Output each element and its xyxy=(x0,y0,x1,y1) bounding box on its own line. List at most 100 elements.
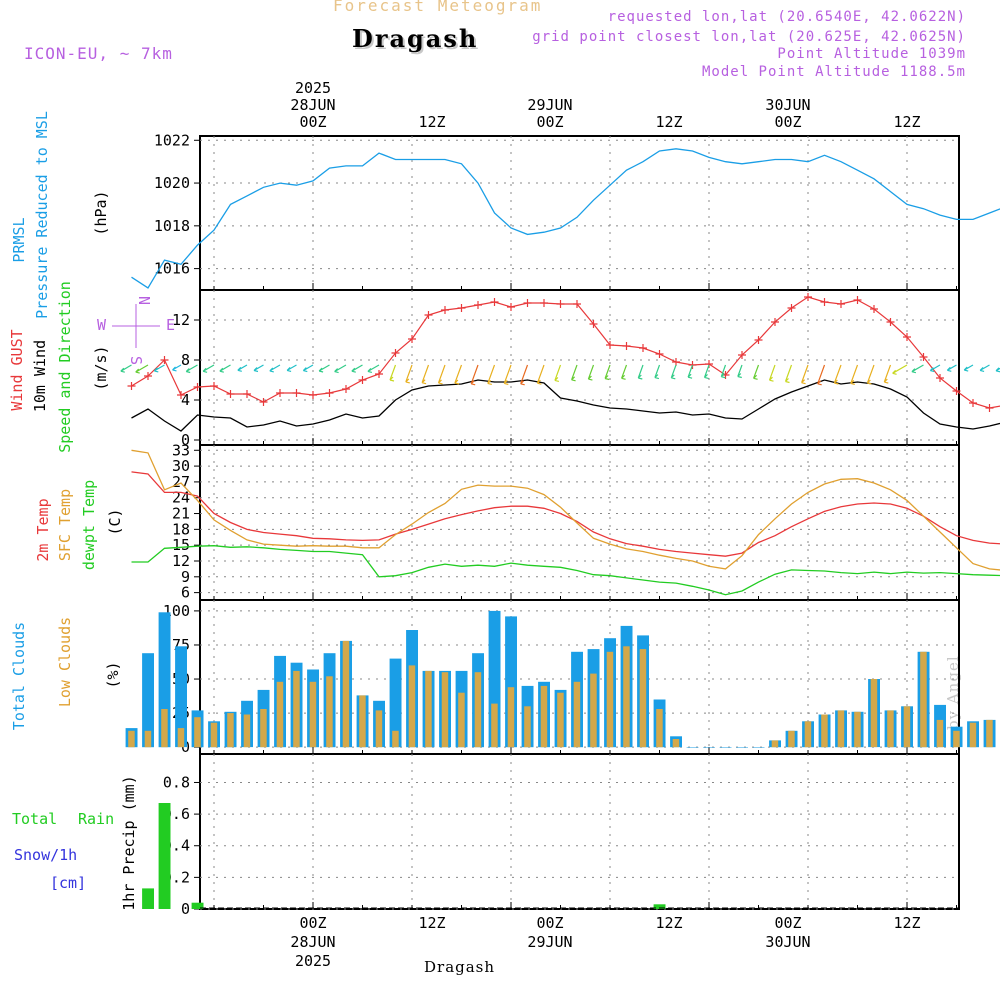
gust-marker xyxy=(952,387,961,395)
temperature-ytick-label: 12 xyxy=(172,552,190,570)
gust-marker xyxy=(622,342,631,350)
low-cloud-bar xyxy=(276,681,284,748)
temp-sfc-label: SFC Temp xyxy=(56,489,74,561)
wind-arrow xyxy=(587,364,595,381)
wind-arrow xyxy=(135,364,149,374)
total-cloud-bar xyxy=(505,616,517,748)
wind-ytick-label: 12 xyxy=(172,311,190,329)
wind-arrow xyxy=(737,364,743,379)
gust-marker xyxy=(424,311,433,319)
dewpt-line xyxy=(131,545,1000,596)
low-cloud-bar xyxy=(953,730,960,748)
wind-arrow xyxy=(503,364,512,385)
precip-total-label: Total xyxy=(12,810,57,828)
wind-arrow xyxy=(286,364,297,372)
low-cloud-bar xyxy=(342,640,350,748)
wind-arrow xyxy=(654,364,661,380)
gust-marker xyxy=(919,353,928,361)
bottom-tick-2: 12Z xyxy=(418,914,445,932)
gust-marker xyxy=(325,389,334,397)
wind-arrow xyxy=(866,364,875,385)
compass-e: E xyxy=(166,316,175,334)
gust-marker xyxy=(754,336,763,344)
temp-2m-label: 2m Temp xyxy=(34,498,52,561)
pressure-ytick-label: 1018 xyxy=(154,217,190,235)
compass-w: W xyxy=(97,316,107,334)
gust-marker xyxy=(985,404,994,412)
wind-arrow xyxy=(237,364,248,372)
wind-arrow xyxy=(995,367,1000,373)
low-cloud-bar xyxy=(788,730,795,748)
low-cloud-bar xyxy=(210,722,218,748)
wind-arrow xyxy=(405,364,413,384)
gust-marker xyxy=(936,374,944,382)
total-cloud-bar xyxy=(142,653,154,748)
clouds-ytick-label: 0 xyxy=(181,738,190,756)
pressure-label-1: PRMSL xyxy=(10,217,28,262)
precip-snow-label: Snow/1h xyxy=(14,846,77,864)
precip-frame xyxy=(199,753,960,910)
gust-marker xyxy=(787,304,796,312)
wind-arrow xyxy=(604,364,611,381)
top-tick-2: 12Z xyxy=(418,113,445,131)
gust-marker xyxy=(903,333,911,341)
precip-ytick-label: 0.8 xyxy=(163,773,190,791)
gust-marker xyxy=(160,356,169,364)
wind-arrow xyxy=(153,364,165,373)
bottom-year: 2025 xyxy=(295,952,331,970)
gust-marker xyxy=(490,298,499,306)
low-cloud-bar xyxy=(590,673,597,748)
rain-bar xyxy=(191,902,204,909)
precip-ytick-label: 0 xyxy=(181,900,190,918)
precip-unit: 1hr Precip (mm) xyxy=(120,775,138,910)
total-cloud-bar xyxy=(736,747,748,748)
wind-10m-line xyxy=(131,379,1000,432)
temp-dewpt-label: dewpt Temp xyxy=(80,480,98,570)
wind-arrow xyxy=(120,364,132,373)
wind-arrow xyxy=(963,364,974,372)
wind-arrow xyxy=(850,364,859,385)
compass-n: N xyxy=(135,296,153,305)
low-cloud-bar xyxy=(408,665,416,748)
low-cloud-bar xyxy=(491,703,498,748)
gust-marker xyxy=(358,376,367,384)
point-altitude: Point Altitude 1039m xyxy=(777,46,966,62)
gust-marker xyxy=(738,351,746,359)
low-cloud-bar xyxy=(392,730,399,748)
gust-marker xyxy=(177,391,185,399)
gust-marker xyxy=(886,318,895,326)
bottom-date-3: 30JUN xyxy=(765,933,810,951)
gust-marker xyxy=(969,399,977,407)
low-cloud-bar xyxy=(128,730,135,748)
wind-arrow xyxy=(637,364,644,380)
model-altitude: Model Point Altitude 1188.5m xyxy=(701,64,966,80)
rain-bar xyxy=(653,904,666,909)
gust-marker xyxy=(441,306,449,314)
top-date-3: 30JUN xyxy=(765,96,810,114)
gust-marker xyxy=(210,382,218,390)
wind-arrow xyxy=(621,364,628,380)
pressure-frame xyxy=(199,135,960,291)
wind-arrow xyxy=(946,364,957,372)
low-cloud-bar xyxy=(144,730,152,748)
bottom-date-2: 29JUN xyxy=(527,933,572,951)
rain-bar xyxy=(158,803,171,909)
low-cloud-bar xyxy=(656,709,663,748)
temperature-ytick-label: 18 xyxy=(172,520,190,538)
low-cloud-bar xyxy=(326,676,333,748)
bottom-tick-1: 00Z xyxy=(299,914,326,932)
total-cloud-bar xyxy=(175,646,187,748)
low-cloud-bar xyxy=(227,713,234,748)
gust-marker xyxy=(837,300,845,308)
top-year: 2025 xyxy=(295,79,331,97)
wind-arrow xyxy=(892,364,908,375)
wind-arrow xyxy=(437,364,446,385)
precip-rain-label: Rain xyxy=(78,810,114,828)
top-date-1: 28JUN xyxy=(290,96,335,114)
gust-marker xyxy=(804,293,812,301)
clouds-total-label: Total Clouds xyxy=(10,622,28,730)
wind-arrow xyxy=(979,364,990,372)
top-tick-5: 00Z xyxy=(774,113,801,131)
clouds-low-label: Low Clouds xyxy=(56,617,74,707)
wind-arrow xyxy=(318,364,330,373)
